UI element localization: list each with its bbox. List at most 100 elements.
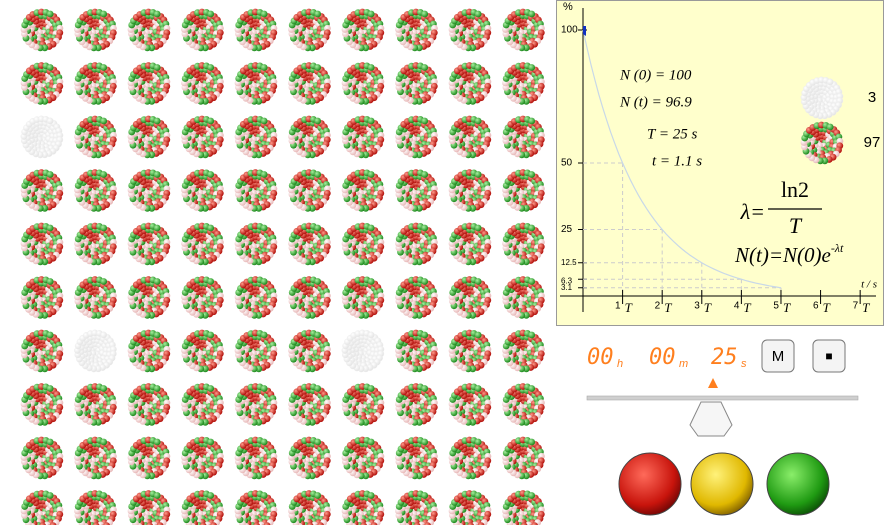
nucleus (127, 490, 171, 530)
nucleus (448, 115, 492, 159)
decayed-nucleus (20, 115, 64, 159)
nucleus (20, 276, 64, 319)
nucleus (74, 383, 117, 426)
x-tick-label: 2 (655, 301, 661, 312)
nucleus (448, 222, 492, 266)
nucleus (234, 222, 278, 266)
formula-decay: N(t)=N(0)e-λt (734, 241, 844, 267)
nucleus (502, 383, 545, 426)
button-frame[interactable] (812, 339, 846, 373)
y-axis-label: % (563, 1, 573, 13)
formula-lhs: λ= (740, 199, 765, 224)
nucleus (395, 169, 438, 212)
nucleus (74, 436, 117, 480)
green-button[interactable] (766, 452, 830, 516)
nucleus (20, 383, 64, 426)
nucleus (341, 490, 385, 530)
nucleus (181, 383, 224, 426)
nucleus (127, 329, 171, 373)
nucleus (74, 222, 117, 266)
button-label: ■ (825, 349, 832, 363)
nucleus (395, 115, 438, 159)
x-tick-label: 6 (813, 301, 819, 312)
readout: N (0) = 100 (619, 67, 692, 83)
x-tick-unit: T (783, 300, 791, 315)
nucleus (20, 8, 64, 52)
x-tick-unit: T (664, 300, 672, 315)
nucleus (127, 62, 171, 105)
x-tick-label: 3 (694, 301, 700, 312)
yellow-button[interactable] (690, 452, 754, 516)
x-tick-label: 4 (734, 301, 740, 312)
button-stop[interactable]: ■ (812, 339, 846, 373)
button-m[interactable]: M (761, 339, 795, 373)
nucleus (127, 276, 171, 319)
nucleus (127, 222, 171, 266)
nucleus (341, 8, 385, 52)
nucleus (288, 276, 331, 319)
nucleus (234, 276, 278, 319)
decayed-count: 3 (868, 89, 876, 106)
nucleus (502, 276, 545, 319)
x-tick-label: 5 (773, 301, 779, 312)
nucleus (448, 329, 492, 373)
nucleus (395, 490, 438, 530)
nucleus (127, 115, 171, 159)
nucleus (395, 383, 438, 426)
formula-exponent: -λt (831, 241, 844, 255)
slider-track[interactable] (586, 395, 859, 401)
nucleus (181, 169, 224, 212)
timer-digits: 00 (587, 345, 614, 370)
nucleus (20, 222, 64, 266)
nucleus (181, 62, 224, 105)
timer-unit: m (679, 358, 688, 370)
timer-digits: 00 (649, 345, 676, 370)
time-marker (583, 26, 586, 36)
y-tick-label: 25 (561, 224, 573, 235)
nucleus (502, 169, 545, 212)
nucleus (448, 276, 492, 319)
readout: N (t) = 96.9 (619, 94, 692, 110)
nucleus (288, 62, 331, 105)
x-tick-unit: T (743, 300, 751, 315)
decayed-nucleus (341, 329, 385, 373)
nucleus (74, 62, 117, 105)
nucleus (234, 329, 278, 373)
nucleus (502, 62, 545, 105)
remaining-count: 97 (864, 134, 881, 151)
y-tick-label: 12.5 (561, 258, 577, 267)
nucleus (127, 169, 171, 212)
formula-numerator: ln2 (781, 177, 809, 202)
nucleus (181, 8, 224, 52)
y-tick-label: 6.3 (561, 276, 573, 285)
nucleus (181, 222, 224, 266)
readout: t = 1.1 s (652, 153, 702, 169)
red-button[interactable] (618, 452, 682, 516)
nucleus (395, 8, 438, 52)
nucleus (181, 329, 224, 373)
nucleus (288, 329, 331, 373)
x-tick-label: 7 (853, 301, 859, 312)
timer-cursor (708, 378, 718, 388)
nucleus (341, 62, 385, 105)
nucleus (74, 490, 117, 530)
nucleus (395, 62, 438, 105)
nucleus (448, 169, 492, 212)
nucleus (395, 436, 438, 480)
slider-thumb[interactable] (689, 401, 733, 437)
nucleus (20, 436, 64, 480)
x-tick-unit: T (823, 300, 831, 315)
nucleus (234, 436, 278, 480)
button-frame[interactable] (761, 339, 795, 373)
nucleus (341, 276, 385, 319)
nucleus (20, 62, 64, 105)
x-tick-unit: T (704, 300, 712, 315)
nucleus (502, 329, 545, 373)
nucleus (395, 222, 438, 266)
nucleus (288, 115, 331, 159)
nucleus (181, 276, 224, 319)
y-tick-label: 3.1 (561, 283, 573, 292)
nucleus (74, 276, 117, 319)
